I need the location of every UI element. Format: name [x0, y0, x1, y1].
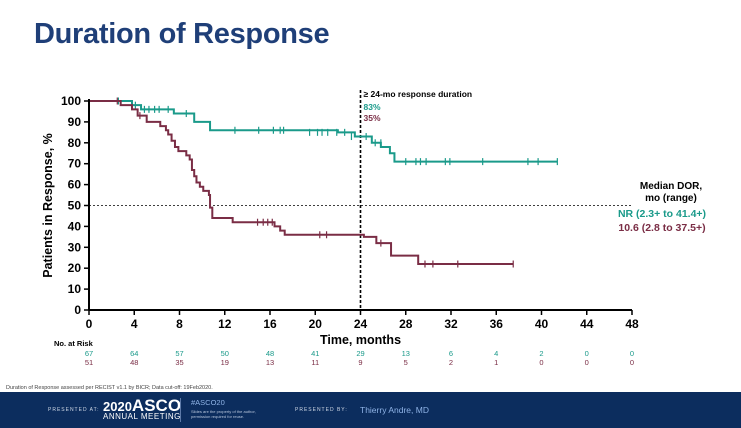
meeting-hashtag: #ASCO20 [191, 398, 225, 407]
x-tick-label: 48 [625, 317, 639, 331]
y-tick-label: 70 [68, 157, 82, 171]
y-axis-title: Patients in Response, % [41, 133, 55, 277]
legend-title-line2: mo (range) [645, 193, 697, 204]
x-tick-label: 4 [131, 317, 138, 331]
meeting-year: 2020 [103, 399, 132, 414]
risk-table-cell: 51 [85, 358, 93, 367]
x-tick-label: 8 [176, 317, 183, 331]
x-tick-label: 0 [86, 317, 93, 331]
y-tick-label: 0 [74, 303, 81, 317]
risk-table-cell: 48 [130, 358, 138, 367]
risk-table-cell: 0 [630, 349, 634, 358]
y-tick-label: 100 [61, 94, 81, 108]
risk-table-cell: 1 [494, 358, 498, 367]
risk-table-cell: 2 [449, 358, 453, 367]
meeting-subtitle: ANNUAL MEETING [103, 412, 181, 421]
annotation-value-1: 83% [364, 102, 381, 112]
risk-table-cell: 13 [266, 358, 274, 367]
series-line-2 [89, 100, 514, 266]
annotation-title: ≥ 24-mo response duration [364, 89, 473, 99]
risk-table-cell: 11 [311, 358, 319, 367]
x-tick-label: 32 [444, 317, 458, 331]
slide-title: Duration of Response [34, 18, 330, 50]
x-tick-label: 44 [580, 317, 594, 331]
risk-table-cell: 0 [630, 358, 634, 367]
y-tick-label: 90 [68, 115, 82, 129]
meeting-name: ASCO [131, 396, 182, 415]
presenter-name: Thierry Andre, MD [360, 405, 429, 415]
legend-entry-2: 10.6 (2.8 to 37.5+) [618, 222, 705, 234]
risk-table-cell: 19 [221, 358, 229, 367]
risk-table-cell: 0 [539, 358, 543, 367]
risk-table-cell: 2 [539, 349, 543, 358]
risk-table-cell: 4 [494, 349, 498, 358]
y-tick-label: 80 [68, 136, 82, 150]
risk-table-cell: 0 [585, 349, 589, 358]
footer-banner: PRESENTED AT: 2020ASCO ANNUAL MEETING #A… [0, 392, 741, 428]
y-tick-label: 10 [68, 282, 82, 296]
footnote: Duration of Response assessed per RECIST… [6, 385, 213, 391]
x-tick-label: 28 [399, 317, 413, 331]
risk-table-cell: 50 [221, 349, 229, 358]
x-tick-label: 24 [354, 317, 368, 331]
footer-disclaimer: Slides are the property of the author, p… [191, 409, 256, 419]
x-tick-label: 16 [263, 317, 277, 331]
y-tick-label: 30 [68, 240, 82, 254]
x-tick-label: 36 [490, 317, 504, 331]
risk-table-cell: 6 [449, 349, 453, 358]
presented-by-label: PRESENTED BY: [295, 407, 348, 413]
risk-table-cell: 29 [356, 349, 364, 358]
legend-entry-1: NR (2.3+ to 41.4+) [618, 208, 706, 220]
risk-table-cell: 67 [85, 349, 93, 358]
risk-table-cell: 0 [585, 358, 589, 367]
risk-table-cell: 48 [266, 349, 274, 358]
risk-table-cell: 57 [175, 349, 183, 358]
footer-divider [180, 398, 181, 422]
x-tick-label: 40 [535, 317, 549, 331]
risk-table-cell: 41 [311, 349, 319, 358]
risk-table-label: No. at Risk [54, 339, 94, 348]
annotation-value-2: 35% [364, 113, 381, 123]
risk-table-cell: 64 [130, 349, 138, 358]
meeting-logo: 2020ASCO [103, 396, 181, 416]
y-tick-label: 20 [68, 261, 82, 275]
presented-at-label: PRESENTED AT: [48, 407, 100, 413]
x-axis-title: Time, months [320, 333, 401, 347]
y-tick-label: 60 [68, 178, 82, 192]
y-tick-label: 50 [68, 199, 82, 213]
risk-table-cell: 35 [175, 358, 183, 367]
risk-table-cell: 9 [358, 358, 362, 367]
x-tick-label: 20 [309, 317, 323, 331]
risk-table-cell: 13 [402, 349, 410, 358]
y-tick-label: 40 [68, 219, 82, 233]
x-tick-label: 12 [218, 317, 232, 331]
legend-title-line1: Median DOR, [640, 181, 702, 192]
risk-table-cell: 5 [404, 358, 408, 367]
